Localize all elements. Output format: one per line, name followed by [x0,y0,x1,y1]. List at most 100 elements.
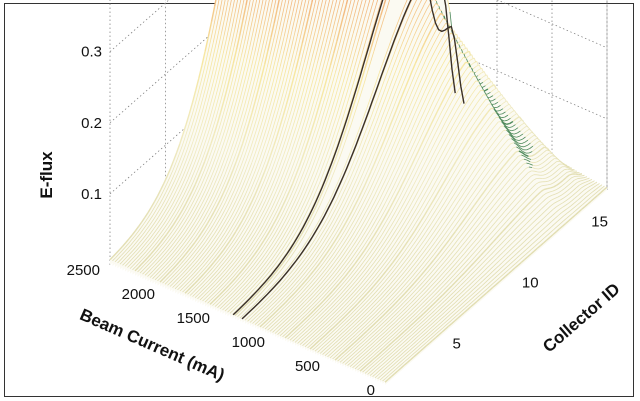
surface-mesh-segment [183,260,188,265]
surface-mesh-segment [212,146,217,157]
surface-mesh-segment [293,255,298,261]
surface-mesh-segment [238,265,243,271]
surface-mesh-segment [392,121,397,130]
surface-mesh-segment [256,189,261,198]
surface-mesh-segment [212,302,216,306]
surface-mesh-segment [135,263,140,267]
surface-mesh-segment [289,305,294,310]
surface-mesh-segment [353,238,358,245]
surface-mesh-segment [178,209,184,216]
surface-mesh-segment [141,235,146,240]
surface-mesh-segment [301,149,306,160]
surface-mesh-segment [308,305,312,309]
surface-mesh-segment [183,243,188,249]
surface-mesh-segment [216,199,221,207]
surface-mesh-segment [166,247,171,252]
surface-mesh-segment [200,137,204,148]
surface-mesh-segment [332,156,338,166]
surface-mesh-segment [309,156,313,166]
surface-mesh-segment [163,176,168,184]
surface-mesh-segment [411,63,417,72]
surface-mesh-segment [265,213,270,220]
surface-mesh-segment [418,37,423,45]
surface-mesh-segment [275,150,280,160]
surface-mesh-segment [306,36,311,50]
surface-mesh-segment [255,178,259,187]
surface-mesh-segment [411,123,415,132]
surface-mesh-segment [337,211,342,218]
surface-mesh-segment [240,310,245,314]
surface-mesh-segment [299,135,304,146]
surface-mesh-segment [184,137,189,148]
surface-mesh-segment [403,112,408,121]
surface-mesh-segment [297,263,302,269]
surface-mesh-segment [272,271,277,277]
surface-mesh-segment [226,275,231,280]
surface-mesh-segment [275,294,279,299]
surface-mesh-segment [216,290,221,295]
surface-mesh-segment [247,264,251,269]
surface-mesh-segment [203,127,208,138]
surface-mesh-segment [400,155,405,163]
surface-mesh-segment [264,325,269,330]
surface-mesh-segment [299,26,304,40]
surface-mesh-segment [303,298,308,303]
surface-mesh-segment [366,217,371,224]
surface-mesh-segment [273,171,278,181]
surface-mesh-segment [248,162,253,172]
surface-mesh-segment [335,201,340,208]
surface-mesh-segment [337,123,342,134]
surface-mesh-segment [442,57,447,64]
surface-mesh-segment [272,329,276,333]
surface-mesh-segment [255,168,260,177]
surface-mesh-segment [303,195,308,203]
surface-mesh-segment [304,186,309,194]
surface-mesh-segment [366,27,370,39]
surface-mesh-segment [257,77,263,90]
surface-mesh-segment [271,232,276,239]
surface-mesh-segment [277,228,282,235]
surface-mesh-segment [376,72,380,82]
surface-mesh-segment [212,297,217,302]
surface-mesh-segment [352,21,357,34]
surface-mesh-segment [215,259,220,265]
surface-mesh-segment [311,59,316,73]
surface-mesh-segment [388,36,393,46]
surface-mesh-segment [396,138,401,147]
surface-mesh-segment [202,207,207,214]
surface-mesh-segment [265,304,270,308]
surface-mesh-segment [261,315,265,319]
surface-mesh-segment [310,218,314,225]
surface-mesh-segment [221,273,226,278]
surface-mesh-segment [258,208,262,216]
surface-mesh-segment [225,220,230,227]
surface-mesh-segment [385,147,390,156]
surface-mesh-segment [356,209,361,216]
surface-mesh-segment [297,4,302,19]
surface-mesh-segment [155,230,160,236]
surface-mesh-segment [377,138,382,147]
surface-mesh-segment [423,95,428,103]
surface-mesh-segment [209,245,214,251]
surface-mesh-segment [239,177,244,186]
surface-mesh-segment [292,165,297,175]
surface-mesh-segment [374,109,378,118]
surface-mesh-segment [259,217,264,225]
surface-mesh-segment [182,168,187,177]
surface-mesh-segment [271,319,275,324]
surface-mesh-segment [202,297,206,302]
surface-mesh-segment [185,126,189,137]
surface-mesh-segment [334,75,339,87]
surface-mesh-segment [279,230,284,237]
surface-mesh-segment [319,198,324,206]
surface-mesh-segment [361,131,366,140]
surface-mesh-segment [262,30,267,46]
surface-mesh-segment [299,246,304,252]
surface-mesh-segment [320,275,325,281]
surface-mesh-segment [295,317,300,322]
surface-mesh-segment [223,279,228,284]
surface-mesh-segment [350,243,355,250]
surface-mesh-segment [262,307,267,311]
surface-mesh-segment [252,18,257,33]
surface-mesh-segment [389,117,394,127]
